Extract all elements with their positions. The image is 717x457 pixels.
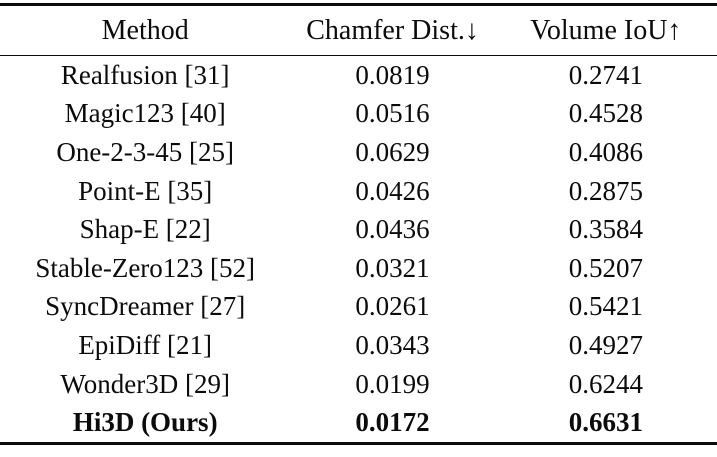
column-header-iou: Volume IoU↑ <box>494 4 717 56</box>
table-row-ours: Hi3D (Ours) 0.0172 0.6631 <box>0 403 717 443</box>
method-cell: EpiDiff [21] <box>78 329 213 360</box>
results-table: Method Chamfer Dist.↓ Volume IoU↑ Realfu… <box>0 3 717 445</box>
table-row: SyncDreamer [27] 0.0261 0.5421 <box>0 288 717 327</box>
iou-cell: 0.2875 <box>568 175 643 206</box>
table-body: Realfusion [31] 0.0819 0.2741 Magic123 [… <box>0 56 717 444</box>
chamfer-cell: 0.0426 <box>355 175 430 206</box>
method-cell: Point-E [35] <box>78 175 213 206</box>
iou-cell: 0.3584 <box>568 214 643 245</box>
chamfer-cell: 0.0199 <box>355 368 430 399</box>
method-cell: Magic123 [40] <box>64 98 226 129</box>
chamfer-cell: 0.0261 <box>355 291 430 322</box>
method-cell: SyncDreamer [27] <box>45 291 246 322</box>
results-table-container: Method Chamfer Dist.↓ Volume IoU↑ Realfu… <box>0 3 717 445</box>
table-row: Wonder3D [29] 0.0199 0.6244 <box>0 365 717 404</box>
iou-cell: 0.4086 <box>568 136 643 167</box>
table-row: Realfusion [31] 0.0819 0.2741 <box>0 56 717 95</box>
chamfer-cell: 0.0321 <box>355 252 430 283</box>
chamfer-cell: 0.0516 <box>355 98 430 129</box>
method-cell: Realfusion [31] <box>60 59 230 90</box>
iou-cell: 0.2741 <box>568 59 643 90</box>
column-header-method: Method <box>0 4 291 56</box>
chamfer-cell: 0.0436 <box>355 214 430 245</box>
chamfer-cell: 0.0172 <box>355 407 430 438</box>
table-row: Magic123 [40] 0.0516 0.4528 <box>0 95 717 134</box>
header-row: Method Chamfer Dist.↓ Volume IoU↑ <box>0 4 717 56</box>
table-row: Shap-E [22] 0.0436 0.3584 <box>0 210 717 249</box>
table-row: Point-E [35] 0.0426 0.2875 <box>0 172 717 211</box>
chamfer-cell: 0.0343 <box>355 329 430 360</box>
method-cell: Stable-Zero123 [52] <box>35 252 256 283</box>
chamfer-cell: 0.0819 <box>355 59 430 90</box>
iou-cell: 0.4528 <box>568 98 643 129</box>
column-header-chamfer: Chamfer Dist.↓ <box>290 4 495 56</box>
iou-cell: 0.6631 <box>568 407 643 438</box>
chamfer-cell: 0.0629 <box>355 136 430 167</box>
method-cell: Wonder3D [29] <box>60 368 230 399</box>
iou-cell: 0.5421 <box>568 291 643 322</box>
iou-cell: 0.6244 <box>568 368 643 399</box>
table-header: Method Chamfer Dist.↓ Volume IoU↑ <box>0 4 717 56</box>
method-cell: One-2-3-45 [25] <box>56 136 235 167</box>
table-row: One-2-3-45 [25] 0.0629 0.4086 <box>0 133 717 172</box>
iou-cell: 0.5207 <box>568 252 643 283</box>
iou-cell: 0.4927 <box>568 329 643 360</box>
method-cell: Hi3D (Ours) <box>72 407 218 438</box>
table-row: EpiDiff [21] 0.0343 0.4927 <box>0 326 717 365</box>
method-cell: Shap-E [22] <box>79 214 211 245</box>
table-row: Stable-Zero123 [52] 0.0321 0.5207 <box>0 249 717 288</box>
